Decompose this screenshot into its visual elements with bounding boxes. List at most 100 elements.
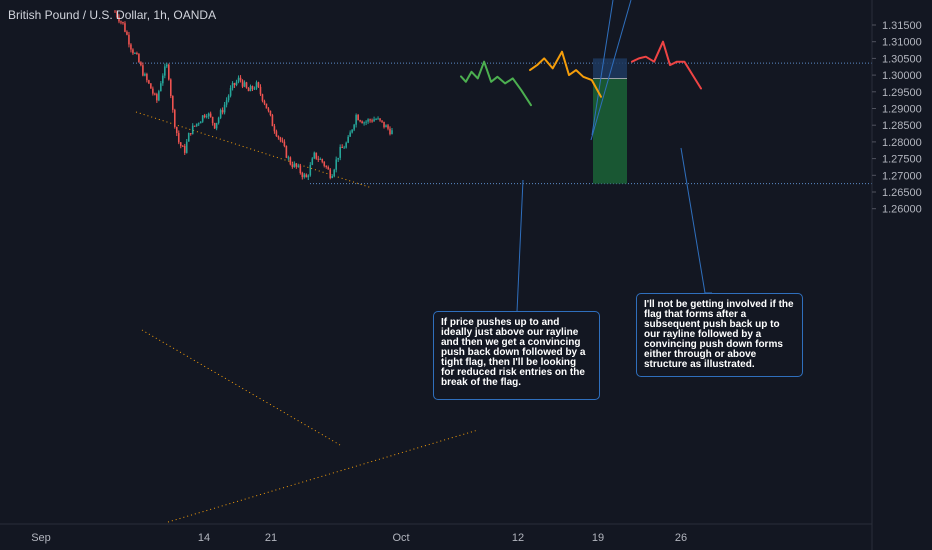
time-tick-label-4: 12 bbox=[512, 532, 524, 544]
candle-body bbox=[285, 146, 288, 158]
candle-body bbox=[297, 165, 300, 167]
projection-path-1 bbox=[529, 50, 602, 98]
candle-body bbox=[331, 176, 334, 178]
chart-title: British Pound / U.S. Dollar, 1h, OANDA bbox=[8, 8, 217, 22]
candle-body bbox=[341, 146, 343, 148]
candle-body bbox=[391, 130, 393, 135]
candle-body bbox=[205, 116, 208, 118]
candle-body bbox=[289, 157, 292, 165]
candle-body bbox=[371, 120, 373, 122]
price-tick-label-1: 1.31000 bbox=[882, 37, 922, 49]
candle-body bbox=[154, 93, 156, 95]
candle-body bbox=[259, 86, 262, 95]
trendline-2 bbox=[167, 429, 479, 523]
candle-body bbox=[136, 52, 138, 55]
candle-body bbox=[215, 122, 218, 129]
candle-body bbox=[114, 11, 116, 13]
candle-body bbox=[162, 75, 164, 84]
candle-body bbox=[321, 159, 324, 162]
candle-body bbox=[223, 104, 226, 113]
candle-body bbox=[241, 80, 244, 87]
candle-body bbox=[269, 110, 272, 116]
projection-path-2 bbox=[631, 40, 702, 90]
candle-body bbox=[217, 117, 220, 123]
candle-body bbox=[271, 115, 274, 127]
candle-body bbox=[229, 87, 232, 96]
candle-body bbox=[263, 100, 266, 104]
candle-body bbox=[130, 44, 132, 50]
candle-body bbox=[267, 108, 270, 111]
candle-body bbox=[255, 82, 258, 89]
price-tick-label-2: 1.30500 bbox=[882, 53, 922, 65]
candle-body bbox=[144, 73, 146, 76]
ray-up-1 bbox=[590, 0, 632, 141]
candle-body bbox=[140, 62, 142, 66]
candle-body bbox=[211, 116, 214, 123]
time-tick-label-1: 14 bbox=[198, 532, 210, 544]
price-tick-label-0: 1.31500 bbox=[882, 20, 922, 32]
candle-body bbox=[166, 64, 168, 67]
candle-body bbox=[315, 152, 318, 159]
candle-body bbox=[243, 82, 246, 87]
drawings bbox=[135, 0, 712, 523]
candle-body bbox=[213, 122, 216, 129]
candle-body bbox=[245, 82, 248, 89]
note2-connector bbox=[680, 147, 712, 294]
price-tick-label-10: 1.26500 bbox=[882, 187, 922, 199]
time-tick-label-6: 26 bbox=[675, 532, 687, 544]
annotation-note-no-trade[interactable]: I'll not be getting involved if the flag… bbox=[636, 293, 803, 377]
candle-body bbox=[195, 123, 198, 126]
candle-body bbox=[275, 131, 278, 137]
price-tick-label-5: 1.29000 bbox=[882, 104, 922, 116]
candle-body bbox=[283, 141, 286, 147]
candle-body bbox=[383, 121, 385, 128]
price-tick-label-9: 1.27000 bbox=[882, 170, 922, 182]
candle-body bbox=[389, 128, 391, 135]
ray-up-2 bbox=[591, 0, 614, 136]
candle-body bbox=[181, 145, 184, 147]
candle-body bbox=[307, 175, 310, 178]
candle-body bbox=[148, 80, 150, 84]
candle-body bbox=[349, 132, 351, 137]
candle-body bbox=[189, 133, 192, 135]
price-axis[interactable]: 1.31500 1.31000 1.30500 1.30000 1.29500 1.290… bbox=[871, 0, 922, 550]
candle-body bbox=[387, 125, 389, 129]
candle-body bbox=[253, 88, 256, 90]
candle-body bbox=[187, 133, 190, 142]
candle-body bbox=[345, 142, 347, 148]
annotation-note-flag-entry[interactable]: If price pushes up to and ideally just a… bbox=[433, 311, 600, 400]
candle-body bbox=[197, 123, 200, 125]
candle-body bbox=[353, 124, 355, 130]
candle-body bbox=[122, 21, 124, 24]
candle-body bbox=[134, 52, 136, 54]
candle-body bbox=[337, 157, 339, 160]
candle-body bbox=[381, 120, 383, 122]
candle-body bbox=[257, 82, 260, 87]
candle-body bbox=[327, 166, 330, 170]
candle-body bbox=[227, 95, 230, 101]
candle-body bbox=[124, 23, 126, 32]
candle-body bbox=[251, 86, 254, 90]
candle-body bbox=[343, 147, 345, 149]
candle-body bbox=[179, 142, 182, 146]
candle-body bbox=[209, 113, 212, 117]
candle-body bbox=[319, 159, 322, 161]
candle-body bbox=[295, 163, 298, 167]
candle-body bbox=[193, 125, 196, 127]
candle-body bbox=[373, 119, 375, 122]
candle-body bbox=[203, 115, 206, 118]
candle-body bbox=[375, 119, 377, 121]
candle-body bbox=[363, 122, 365, 124]
candle-body bbox=[367, 119, 369, 122]
price-tick-label-7: 1.28000 bbox=[882, 137, 922, 149]
candle-body bbox=[277, 136, 280, 138]
candle-body bbox=[369, 119, 371, 121]
candle-body bbox=[201, 115, 204, 122]
trendline-1 bbox=[141, 329, 341, 446]
candle-body bbox=[138, 54, 140, 63]
candle-body bbox=[335, 159, 338, 170]
time-axis[interactable]: Sep 14 21 Oct 12 19 26 bbox=[0, 523, 872, 544]
candle-body bbox=[291, 164, 294, 167]
candle-body bbox=[347, 136, 349, 143]
